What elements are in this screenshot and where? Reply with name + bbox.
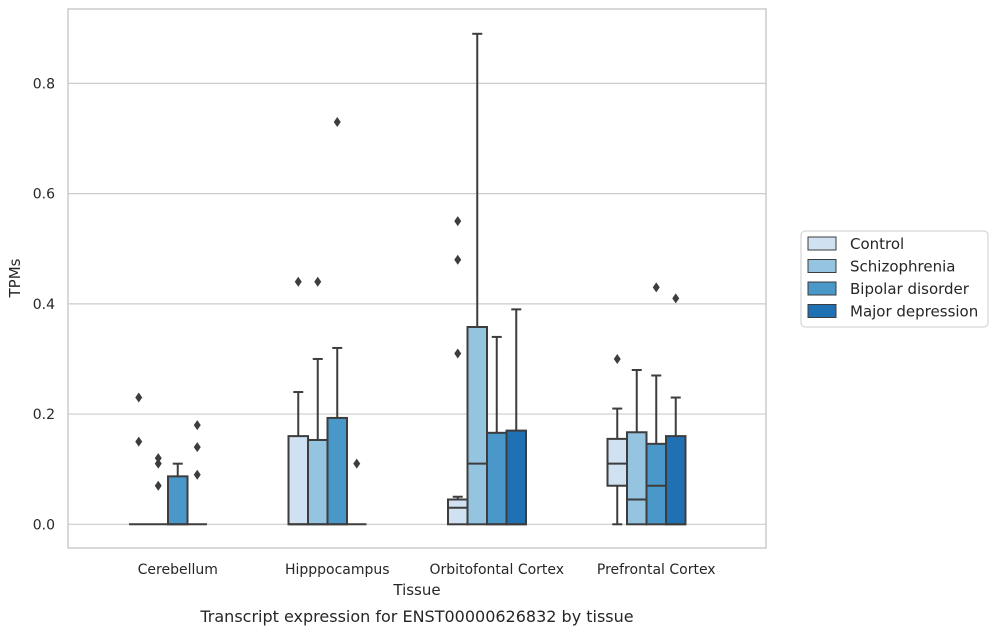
box-control-hipppocampus: [287, 276, 309, 526]
x-tick-label: Hipppocampus: [285, 562, 390, 578]
outlier-point: [154, 453, 162, 464]
outlier-point: [193, 469, 201, 480]
box-body: [626, 431, 648, 526]
box-control-cerebellum: [129, 392, 149, 526]
box-body: [307, 438, 329, 526]
box-body: [486, 431, 508, 526]
outlier-point: [135, 436, 143, 447]
figure-caption: Transcript expression for ENST0000062683…: [199, 607, 633, 626]
box-bipolar-disorder-prefrontal-cortex: [645, 282, 667, 526]
outlier-point: [353, 458, 361, 469]
outlier-point: [154, 480, 162, 491]
legend-label: Control: [850, 235, 904, 253]
box-schizophrenia-cerebellum: [148, 453, 168, 526]
y-tick-label: 0.6: [33, 187, 55, 203]
box-bipolar-disorder-orbitofontal-cortex: [486, 335, 508, 526]
box-bipolar-disorder-hipppocampus: [326, 116, 348, 526]
outlier-point: [314, 276, 322, 287]
box-body: [606, 437, 628, 487]
legend: Control Schizophrenia Bipolar disorder Majo…: [800, 230, 989, 328]
legend-swatch: [807, 304, 837, 318]
legend-label: Bipolar disorder: [850, 280, 970, 298]
box-major-depression-cerebellum: [187, 420, 207, 526]
legend-frame: [800, 230, 989, 328]
box-body: [167, 475, 189, 526]
outlier-point: [454, 254, 462, 265]
x-axis-label: Tissue: [392, 581, 440, 599]
box-body: [326, 416, 348, 526]
box-schizophrenia-orbitofontal-cortex: [466, 32, 488, 526]
legend-swatch: [807, 281, 837, 296]
box-major-depression-hipppocampus: [347, 458, 367, 526]
outlier-point: [672, 293, 680, 304]
legend-label: Major depression: [850, 303, 978, 321]
outlier-point: [193, 420, 201, 431]
y-axis-label: TPMs: [6, 258, 24, 298]
legend-label: Schizophrenia: [850, 258, 955, 276]
y-tick-label: 0.8: [33, 76, 55, 92]
y-tick-label: 0.0: [33, 517, 55, 533]
box-control-prefrontal-cortex: [606, 353, 628, 526]
x-tick-label: Cerebellum: [138, 562, 218, 578]
box-body: [466, 325, 488, 526]
box-body: [287, 435, 309, 526]
box-body: [505, 429, 527, 526]
x-tick-label: Prefrontal Cortex: [597, 562, 716, 578]
box-major-depression-prefrontal-cortex: [665, 293, 687, 526]
plot-frame: [67, 8, 767, 549]
box-body: [645, 442, 667, 526]
legend-swatch: [807, 236, 837, 251]
y-tick-label: 0.2: [33, 407, 55, 423]
boxes: [129, 32, 687, 526]
outlier-point: [652, 282, 660, 293]
box-schizophrenia-prefrontal-cortex: [626, 368, 648, 526]
y-tick-label: 0.4: [33, 297, 55, 313]
x-tick-label: Orbitofontal Cortex: [429, 562, 564, 578]
y-tick-labels: 0.0 0.2 0.4 0.6 0.8: [33, 76, 55, 533]
box-body: [665, 435, 687, 526]
outlier-point: [193, 442, 201, 453]
box-control-orbitofontal-cortex: [447, 216, 469, 526]
box-body: [447, 498, 469, 526]
outlier-point: [333, 116, 341, 127]
box-schizophrenia-hipppocampus: [307, 276, 329, 526]
box-major-depression-orbitofontal-cortex: [505, 308, 527, 526]
box-bipolar-disorder-cerebellum: [167, 462, 189, 526]
x-tick-labels: Cerebellum Hipppocampus Orbitofontal Corte…: [138, 562, 716, 578]
outlier-point: [294, 276, 302, 287]
outlier-point: [613, 353, 621, 364]
legend-swatch: [807, 259, 837, 273]
outlier-point: [454, 348, 462, 359]
outlier-point: [454, 216, 462, 227]
outlier-point: [154, 458, 162, 469]
outlier-point: [135, 392, 143, 403]
